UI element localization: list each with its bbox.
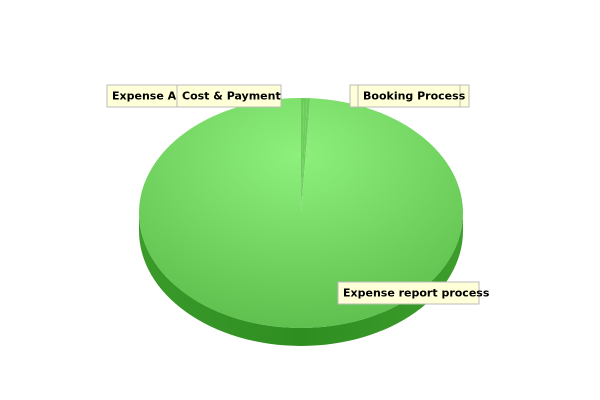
- slice-label: Cost & Payment: [182, 90, 281, 103]
- pie-slice: [301, 98, 308, 213]
- label-box: [176, 84, 282, 108]
- slice-label: Expense report process: [343, 287, 490, 300]
- pie-slice: [138, 97, 463, 328]
- slice-label: Booking Process: [363, 90, 466, 103]
- pie: [138, 97, 463, 346]
- label-box: [357, 84, 461, 108]
- pie-side: [139, 213, 463, 346]
- slice-label: Expense Ap: [112, 90, 184, 103]
- pie-slice: [301, 98, 311, 213]
- pie-slice: [301, 98, 305, 213]
- label-box: [337, 281, 480, 305]
